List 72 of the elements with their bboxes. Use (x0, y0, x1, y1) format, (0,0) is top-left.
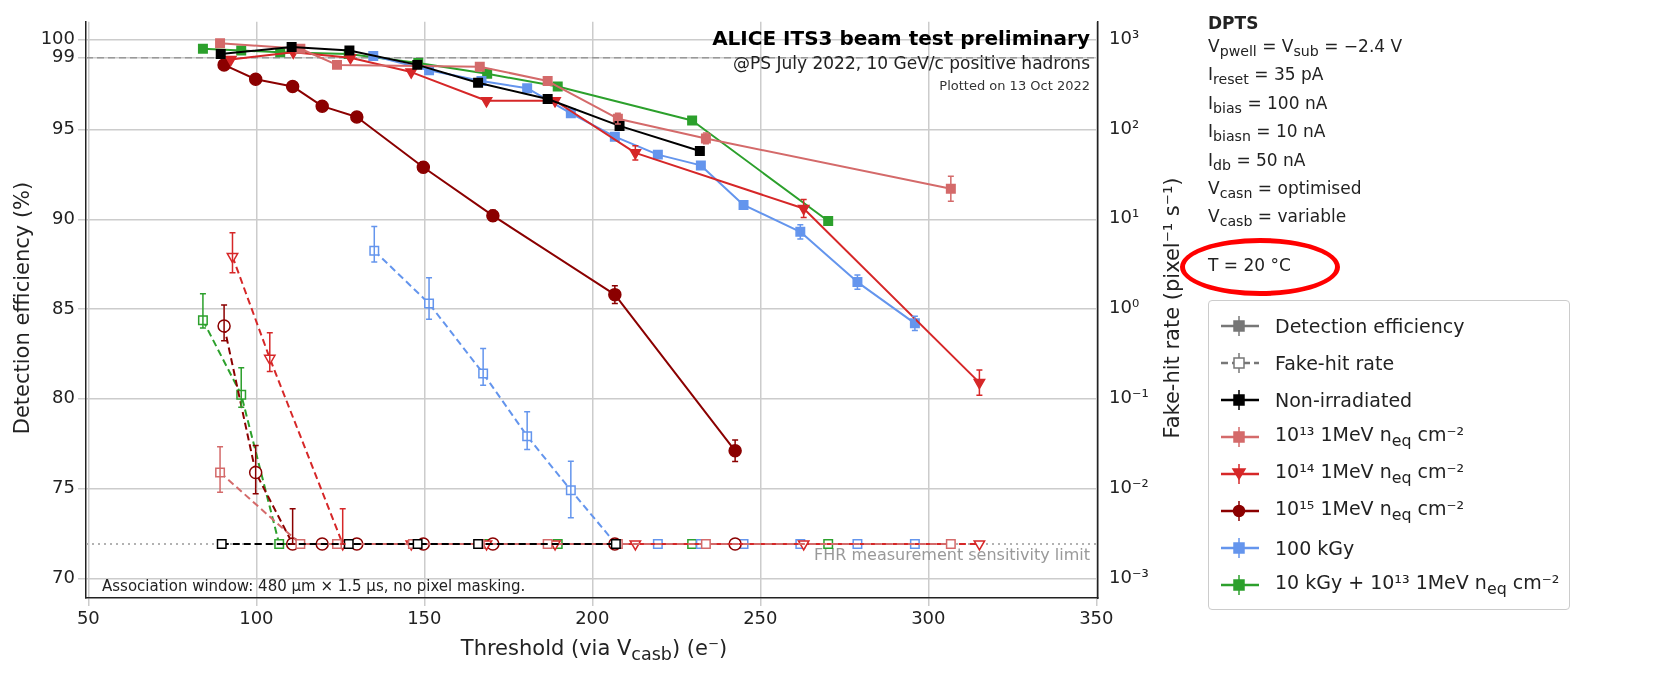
point (331, 59, 342, 70)
point (694, 146, 705, 157)
point (315, 99, 329, 113)
point (350, 110, 364, 124)
x-tick-label: 300 (911, 607, 946, 629)
chart-title: ALICE ITS3 beam test preliminary (712, 26, 1090, 50)
annotation: Association window: 480 µm × 1.5 µs, no pixel masking. (102, 577, 526, 596)
legend-label: Detection efficiency (1275, 314, 1465, 337)
legend-label: Fake-hit rate (1275, 351, 1395, 374)
point (695, 160, 706, 171)
point (474, 61, 485, 72)
y-tick-label: 90 (52, 206, 75, 228)
point (738, 199, 749, 210)
point (215, 49, 226, 60)
legend-label: 10 kGy + 10¹³ 1MeV n$_{eq}$ cm⁻² (1275, 571, 1560, 598)
text: DPTS (1208, 13, 1259, 33)
point (945, 538, 956, 549)
point (285, 79, 300, 94)
point (344, 45, 355, 56)
y2-tick-label: 10⁰ (1109, 296, 1140, 318)
point (197, 43, 208, 54)
y-tick-label: 75 (52, 476, 75, 498)
y2-tick-label: 10⁻¹ (1109, 386, 1149, 408)
legend-label: 10¹³ 1MeV n$_{eq}$ cm⁻² (1275, 423, 1465, 450)
text: I$_{biasn}$ = 10 nA (1208, 121, 1326, 145)
point (215, 38, 226, 49)
ref-line-label: FHR measurement sensitivity limit (814, 545, 1090, 565)
text: V$_{pwell}$ = V$_{sub}$ = −2.4 V (1208, 36, 1403, 60)
x-axis-title: Threshold (via V$_{casb}$) (e⁻) (460, 636, 728, 665)
point (248, 72, 263, 86)
legend-label: 10¹⁵ 1MeV n$_{eq}$ cm⁻² (1275, 497, 1465, 524)
y-tick-label: 70 (52, 565, 75, 587)
text: @PS July 2022, 10 GeV/c positive hadrons (733, 52, 1091, 73)
text: V$_{casn}$ = optimised (1208, 177, 1362, 202)
text: V$_{casb}$ = variable (1208, 206, 1347, 230)
y-axis-title: Detection efficiency (%) (10, 181, 34, 435)
annotation: Plotted on 13 Oct 2022 (939, 77, 1090, 93)
y2-tick-label: 10⁻² (1109, 475, 1149, 497)
text: T = 20 °C (1208, 254, 1291, 275)
y2-tick-label: 10⁻³ (1109, 565, 1149, 587)
point (687, 115, 698, 126)
y2-tick-label: 10¹ (1109, 206, 1140, 228)
legend-label: 100 kGy (1275, 536, 1355, 559)
x-tick-label: 350 (1079, 607, 1114, 629)
x-tick-label: 250 (743, 607, 778, 629)
point (224, 55, 237, 67)
point (700, 538, 711, 549)
point (629, 149, 642, 160)
legend-label: Non-irradiated (1275, 388, 1413, 411)
text: I$_{reset}$ = 35 pA (1208, 64, 1324, 88)
y-tick-label: 85 (52, 296, 75, 318)
y2-axis-title: Fake-hit rate (pixel⁻¹ s⁻¹) (1160, 177, 1184, 439)
x-tick-label: 150 (407, 607, 442, 629)
legend-label: 10¹⁴ 1MeV n$_{eq}$ cm⁻² (1275, 460, 1465, 487)
x-tick-label: 50 (76, 607, 100, 629)
y2-tick-label: 10² (1109, 116, 1140, 138)
point (542, 76, 553, 87)
point (823, 216, 834, 227)
y-tick-label: 95 (52, 117, 75, 139)
point (286, 41, 297, 52)
point (652, 149, 663, 160)
text: I$_{bias}$ = 100 nA (1208, 92, 1328, 117)
point (522, 83, 533, 94)
y2-tick-label: 10³ (1109, 26, 1140, 48)
point (480, 97, 493, 108)
x-tick-label: 200 (575, 607, 610, 629)
point (216, 538, 227, 549)
y-tick-label: 80 (52, 386, 75, 408)
text: I$_{db}$ = 50 nA (1208, 149, 1306, 173)
point (405, 68, 418, 79)
x-tick-label: 100 (239, 607, 274, 629)
point (542, 93, 553, 104)
